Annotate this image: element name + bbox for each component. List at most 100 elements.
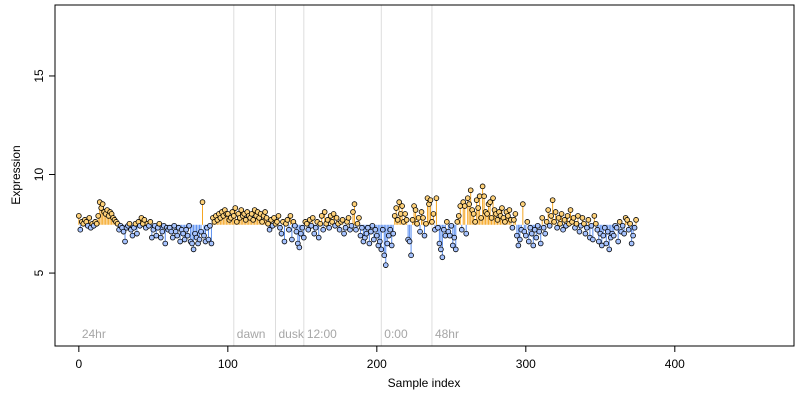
data-point-213 (393, 205, 399, 211)
data-point-205 (381, 252, 388, 259)
data-point-330 (567, 207, 574, 213)
data-point-294 (514, 232, 520, 239)
data-point-203 (378, 246, 385, 253)
data-point-254 (454, 219, 461, 225)
data-point-223 (408, 252, 414, 259)
data-point-244 (439, 254, 446, 261)
data-point-270 (478, 215, 484, 221)
data-point-135 (277, 224, 283, 231)
data-point-48 (147, 219, 154, 225)
annotation-lines (233, 5, 433, 346)
x-tick-label-2: 200 (367, 357, 387, 371)
data-point-236 (427, 197, 434, 203)
data-point-7 (86, 215, 93, 221)
data-point-332 (570, 215, 577, 221)
data-point-81 (196, 236, 203, 243)
data-point-304 (528, 230, 535, 237)
data-point-104 (230, 213, 237, 219)
data-point-292 (511, 217, 517, 223)
data-point-341 (584, 224, 590, 231)
data-point-55 (157, 234, 164, 241)
data-point-183 (348, 222, 355, 229)
data-point-211 (390, 230, 397, 237)
data-point-231 (420, 215, 426, 221)
data-point-31 (122, 238, 128, 245)
data-point-291 (509, 224, 516, 231)
data-point-224 (409, 217, 416, 223)
data-point-194 (365, 224, 371, 231)
plot-frame (54, 4, 795, 347)
data-point-370 (627, 220, 633, 227)
data-point-126 (263, 215, 270, 221)
data-point-117 (250, 217, 256, 223)
data-point-0 (76, 213, 82, 219)
data-point-168 (326, 224, 332, 231)
data-point-307 (533, 234, 540, 241)
data-point-1 (77, 226, 84, 233)
data-point-293 (512, 211, 519, 217)
data-point-112 (242, 217, 249, 223)
data-point-354 (603, 240, 610, 247)
data-point-134 (275, 213, 282, 219)
data-point-150 (299, 224, 306, 231)
data-point-339 (581, 220, 587, 227)
data-point-373 (631, 224, 638, 231)
y-axis-title: Expression (9, 145, 23, 204)
data-point-368 (624, 217, 630, 223)
data-point-344 (588, 222, 595, 229)
data-point-250 (448, 222, 455, 229)
data-point-173 (333, 215, 340, 221)
data-point-171 (330, 211, 337, 217)
y-tick-label-2: 15 (32, 69, 46, 83)
data-point-308 (534, 222, 541, 229)
x-tick-label-0: 0 (75, 357, 82, 371)
data-point-288 (505, 213, 511, 219)
data-point-220 (403, 217, 410, 223)
data-point-56 (159, 228, 166, 235)
data-point-187 (354, 220, 361, 227)
data-point-153 (303, 220, 310, 227)
x-axis: 0 100 200 300 400 (75, 345, 685, 371)
data-point-355 (604, 228, 611, 235)
x-tick-label-4: 400 (665, 357, 685, 371)
data-point-318 (549, 197, 556, 203)
data-point-202 (377, 238, 383, 245)
data-point-363 (616, 219, 623, 225)
annotation-label-0: 24hr (82, 327, 106, 341)
data-point-286 (502, 219, 508, 225)
data-point-374 (633, 217, 639, 223)
data-point-267 (473, 197, 480, 203)
data-point-348 (594, 226, 601, 233)
data-point-257 (458, 226, 465, 233)
data-point-362 (615, 238, 621, 245)
data-point-242 (436, 240, 443, 247)
data-point-268 (475, 205, 481, 211)
x-axis-title: Sample index (388, 376, 461, 390)
data-point-298 (520, 201, 526, 207)
data-point-233 (423, 220, 429, 227)
data-point-141 (286, 226, 292, 233)
data-point-243 (438, 246, 444, 253)
data-point-295 (515, 242, 522, 249)
data-point-88 (207, 222, 213, 229)
data-point-217 (399, 203, 405, 209)
data-point-240 (433, 195, 440, 201)
data-point-328 (564, 213, 571, 219)
annotation-label-2: dusk (279, 327, 305, 341)
data-point-30 (120, 228, 127, 235)
data-point-251 (450, 242, 456, 249)
x-tick-label-3: 300 (516, 357, 536, 371)
data-point-186 (353, 226, 359, 233)
data-point-342 (585, 217, 592, 223)
data-point-210 (388, 242, 395, 249)
data-point-131 (271, 215, 277, 221)
data-point-196 (368, 228, 374, 235)
data-point-315 (545, 207, 551, 213)
data-point-303 (527, 224, 534, 231)
data-point-241 (435, 224, 441, 231)
data-point-70 (180, 230, 186, 237)
data-point-215 (396, 199, 402, 205)
data-point-338 (579, 215, 586, 221)
data-point-361 (613, 224, 620, 231)
